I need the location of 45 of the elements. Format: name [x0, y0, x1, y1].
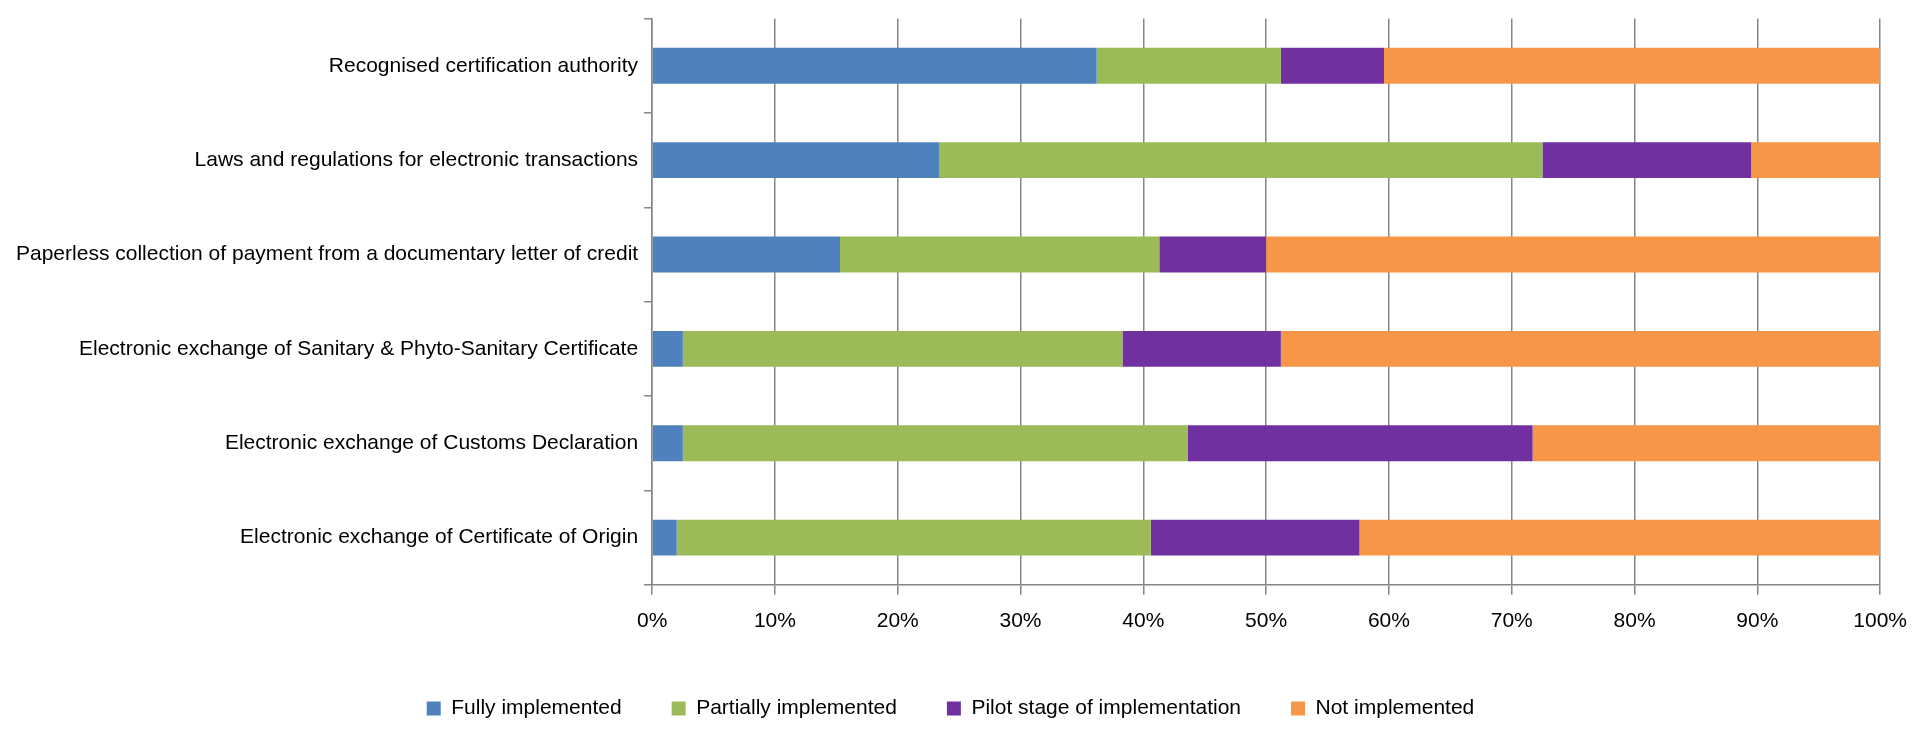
x-tick-label: 60%: [1367, 608, 1410, 632]
x-tick-label: 80%: [1613, 608, 1656, 632]
y-tick-label: Paperless collection of payment from a documentary letter of credit: [16, 241, 639, 265]
bar: [1532, 425, 1881, 462]
bar: [652, 236, 841, 273]
legend-label: Not implemented: [1315, 695, 1475, 719]
x-tick-label: 10%: [753, 608, 796, 632]
bar: [939, 142, 1543, 179]
bar: [1187, 425, 1533, 462]
bar: [1150, 519, 1360, 556]
bar: [1159, 236, 1267, 273]
x-tick-label: 30%: [999, 608, 1042, 632]
legend-label: Pilot stage of implementation: [971, 695, 1242, 719]
bar: [1384, 47, 1881, 84]
bar: [682, 425, 1188, 462]
bar: [840, 236, 1160, 273]
bar: [652, 425, 683, 462]
bar: [1280, 47, 1385, 84]
x-tick-label: 100%: [1853, 608, 1907, 632]
x-tick-label: 90%: [1736, 608, 1779, 632]
bar: [1359, 519, 1881, 556]
x-tick-label: 0%: [636, 608, 668, 632]
bar: [1751, 142, 1881, 179]
bar: [1542, 142, 1752, 179]
x-tick-label: 70%: [1490, 608, 1533, 632]
y-tick-label: Laws and regulations for electronic transactions: [194, 146, 639, 170]
y-tick-label: Electronic exchange of Certificate of Origin: [240, 524, 639, 548]
bar: [1096, 47, 1281, 84]
bar: [652, 142, 940, 179]
bar: [1122, 330, 1281, 367]
bar: [676, 519, 1151, 556]
bar: [1280, 330, 1881, 367]
bar: [1266, 236, 1881, 273]
legend-label: Partially implemented: [696, 695, 897, 719]
y-tick-label: Electronic exchange of Sanitary & Phyto-Sanitary Certificate: [79, 335, 639, 359]
y-tick-label: Recognised certification authority: [328, 52, 639, 76]
bar: [652, 47, 1097, 84]
y-tick-label: Electronic exchange of Customs Declaration: [224, 430, 639, 454]
x-tick-label: 50%: [1245, 608, 1288, 632]
legend-label: Fully implemented: [451, 695, 622, 719]
x-tick-label: 20%: [876, 608, 919, 632]
bar: [652, 519, 677, 556]
bar: [652, 330, 683, 367]
bar: [682, 330, 1123, 367]
x-tick-label: 40%: [1122, 608, 1165, 632]
